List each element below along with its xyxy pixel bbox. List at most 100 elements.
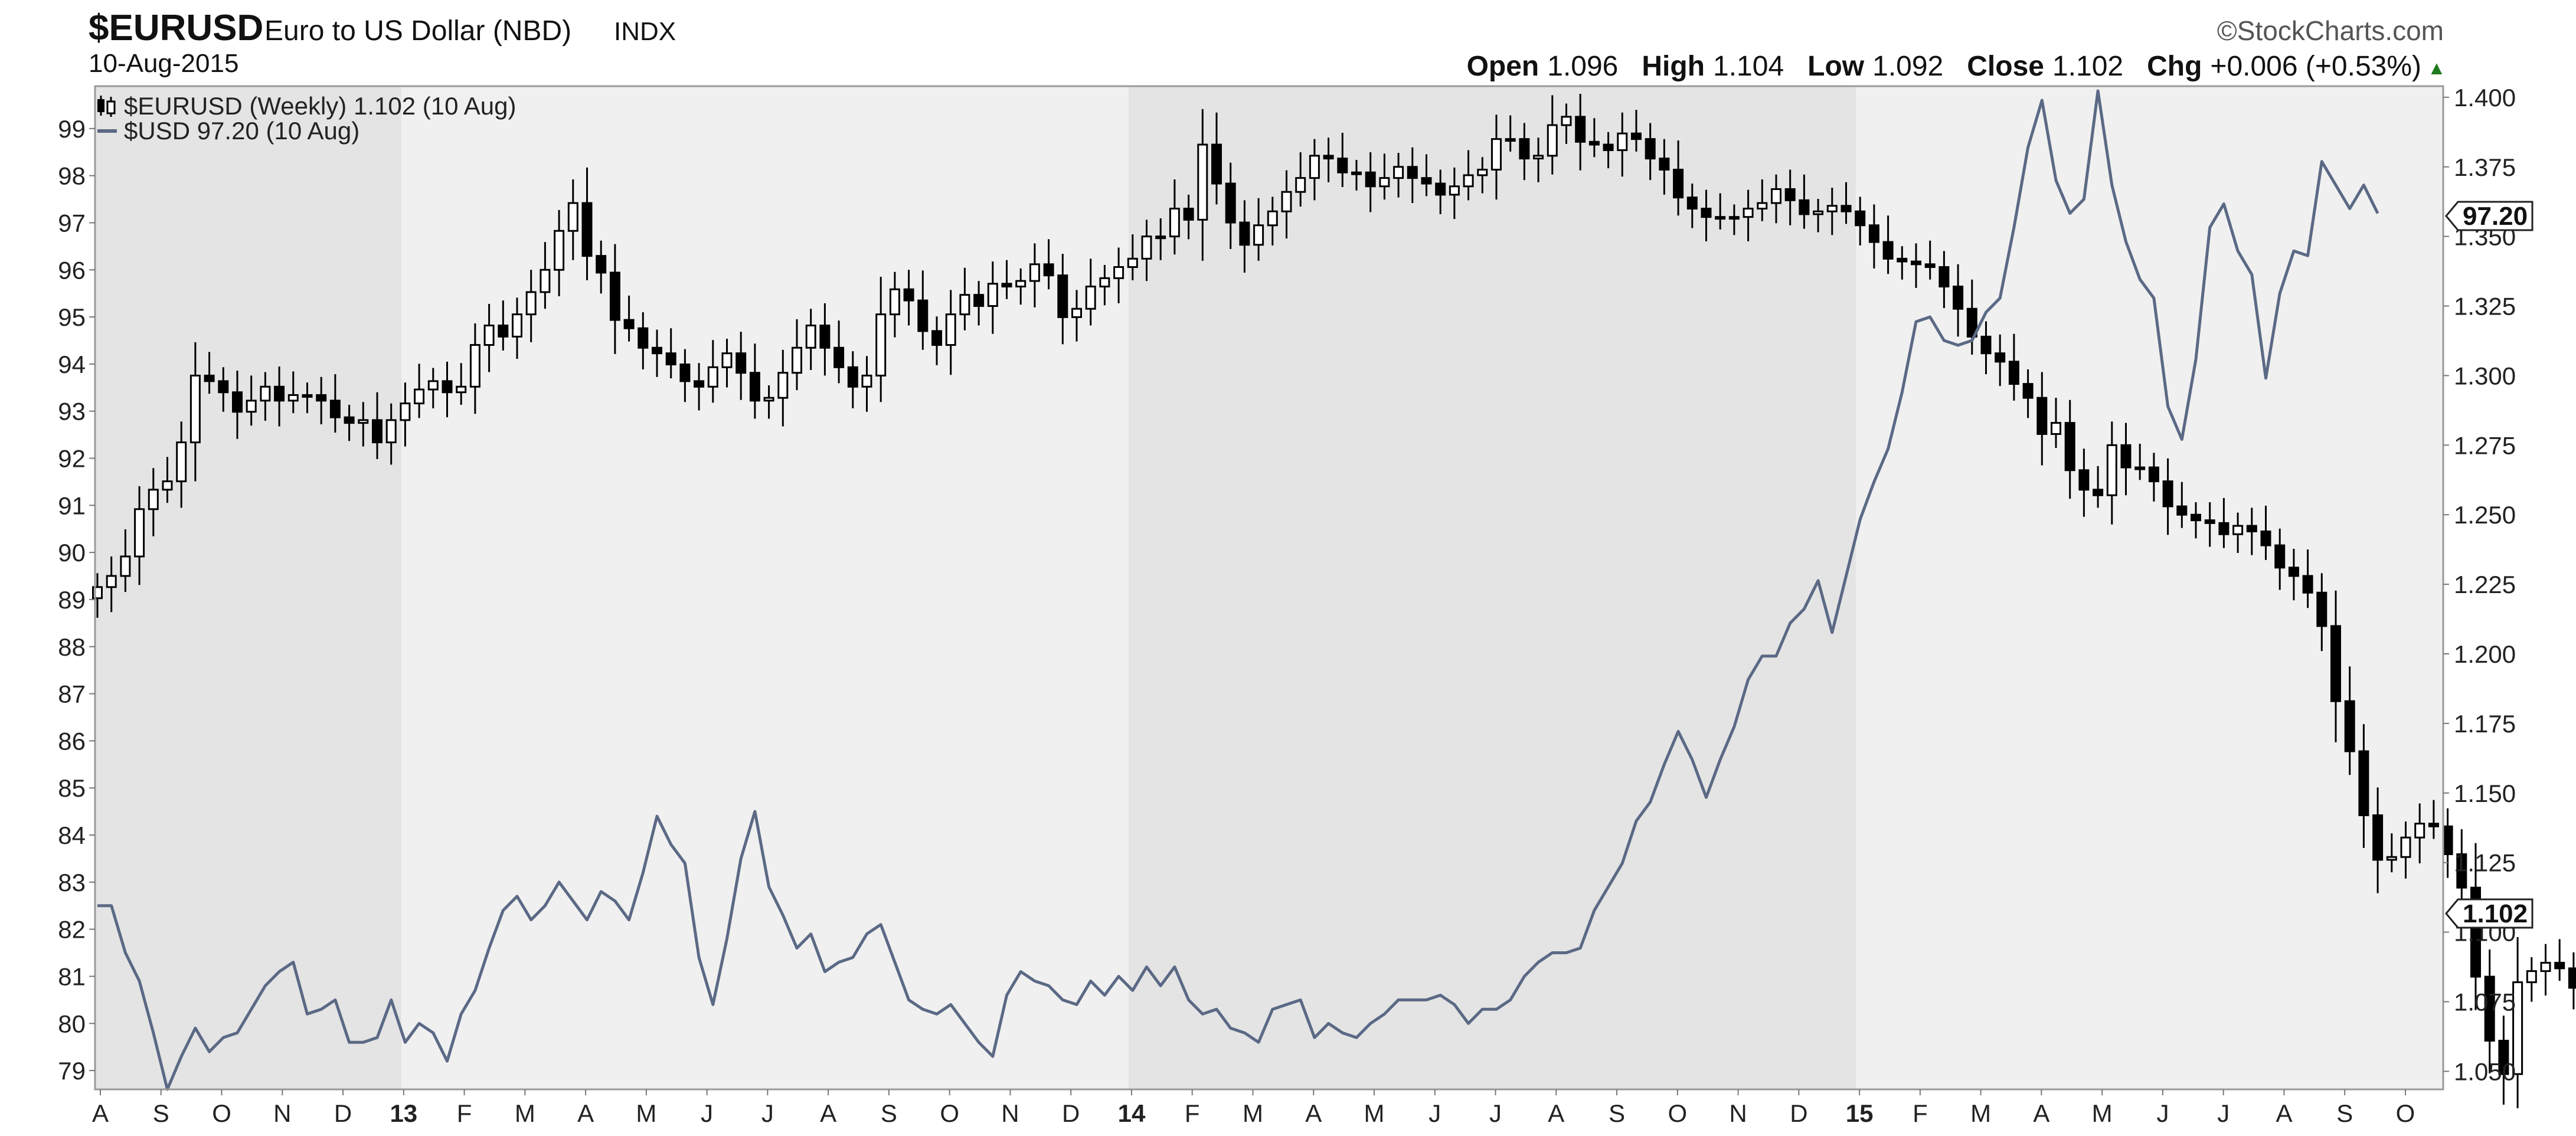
close-label: Close: [1967, 51, 2044, 82]
candle-body-down: [1926, 264, 1934, 267]
x-axis-tick-label: M: [2092, 1099, 2113, 1127]
left-axis-tick-label: 96: [58, 256, 86, 284]
x-axis-tick-label: J: [2156, 1099, 2169, 1127]
candle-body-up: [806, 326, 815, 348]
candle-body-down: [443, 381, 452, 392]
candle-body-up: [1254, 225, 1263, 245]
candle-body-down: [597, 256, 606, 273]
candle-body-up: [708, 367, 717, 387]
x-axis-tick-label: 13: [390, 1099, 417, 1127]
candle-body-down: [1226, 184, 1235, 222]
candle-body-up: [1128, 258, 1137, 267]
x-axis-tick-label: D: [1062, 1099, 1080, 1127]
candle-body-up: [1772, 189, 1781, 203]
candle-body-up: [1310, 156, 1319, 178]
candle-body-down: [1044, 264, 1053, 276]
candle-body-down: [1786, 189, 1794, 200]
x-axis-tick-label: A: [577, 1099, 594, 1127]
candle-body-down: [2317, 592, 2326, 626]
candle-body-up: [1100, 278, 1109, 286]
candle-body-down: [2261, 532, 2270, 546]
candle-body-down: [317, 395, 326, 400]
candle-body-down: [1002, 284, 1011, 287]
candle-body-up: [1016, 281, 1025, 286]
candle-body-up: [555, 231, 564, 270]
candle-body-down: [681, 365, 689, 381]
right-axis-tick-label: 1.150: [2454, 780, 2516, 807]
candle-body-down: [1912, 261, 1921, 264]
candle-body-up: [1394, 167, 1403, 178]
candle-body-up: [289, 395, 298, 400]
candle-body-down: [2023, 384, 2032, 398]
x-axis-tick-label: J: [1489, 1099, 1502, 1127]
left-axis-tick-label: 95: [58, 303, 86, 331]
candle-body-down: [1884, 242, 1892, 258]
candle-body-up: [1478, 169, 1487, 175]
candle-body-up: [568, 203, 577, 231]
x-axis-tick-label: A: [1548, 1099, 1564, 1127]
candle-body-down: [275, 387, 284, 401]
candle-body-down: [373, 420, 382, 443]
candle-body-up: [1506, 139, 1515, 141]
candle-body-up: [470, 345, 479, 387]
legend-eurusd: $EURUSD (Weekly) 1.102 (10 Aug): [124, 92, 516, 120]
right-axis-tick-label: 1.125: [2454, 849, 2516, 877]
x-axis-tick-label: A: [2033, 1099, 2049, 1127]
candle-body-up: [135, 509, 144, 556]
x-axis-tick-label: A: [820, 1099, 836, 1127]
plot-band-2013: [401, 86, 1129, 1089]
right-price-tag: 1.102: [2446, 899, 2532, 928]
candle-body-up: [1534, 156, 1543, 159]
candle-body-down: [2247, 526, 2256, 531]
candle-body-down: [1632, 133, 1641, 139]
candle-body-up: [1730, 217, 1738, 219]
right-axis-tick-label: 1.375: [2454, 153, 2516, 181]
x-axis-tick-label: F: [457, 1099, 472, 1127]
candle-body-up: [1744, 208, 1753, 217]
candle-body-down: [2163, 482, 2172, 506]
candle-body-up: [1282, 192, 1291, 211]
candle-body-down: [205, 375, 214, 381]
candle-body-up: [527, 292, 535, 315]
candle-body-down: [2219, 523, 2228, 534]
candle-body-down: [1646, 139, 1655, 159]
candle-body-up: [764, 398, 773, 401]
x-axis-tick-label: S: [1609, 1099, 1625, 1127]
candle-body-down: [2303, 576, 2312, 592]
candle-body-down: [695, 381, 704, 387]
left-axis-tick-label: 89: [58, 586, 86, 614]
candle-body-up: [2107, 445, 2116, 495]
candle-body-up: [877, 315, 885, 376]
left-axis-tick-label: 99: [58, 115, 86, 143]
candle-body-down: [625, 320, 633, 328]
left-price-tag-value: 97.20: [2463, 202, 2528, 231]
candle-body-down: [1674, 169, 1683, 197]
x-axis-tick-label: D: [334, 1099, 352, 1127]
chg-value: +0.006 (+0.53%): [2210, 51, 2421, 82]
plot-band-2014: [1129, 86, 1856, 1089]
candle-body-up: [1296, 178, 1305, 192]
x-axis-tick-label: A: [1305, 1099, 1322, 1127]
candle-body-down: [2065, 423, 2074, 470]
candle-body-down: [2332, 626, 2340, 701]
candle-body-up: [107, 576, 116, 587]
x-axis-tick-label: M: [636, 1099, 656, 1127]
candle-body-down: [1996, 353, 2005, 362]
x-axis-tick-label: A: [2276, 1099, 2292, 1127]
candle-body-up: [1716, 217, 1725, 219]
left-axis-tick-label: 86: [58, 727, 86, 755]
x-axis-tick-label: S: [153, 1099, 169, 1127]
candle-body-up: [1548, 125, 1557, 156]
candle-body-down: [835, 348, 844, 367]
candle-body-down: [1422, 178, 1431, 184]
candle-body-down: [1576, 117, 1585, 142]
candle-body-down: [1366, 172, 1375, 186]
candle-body-down: [2276, 545, 2284, 568]
left-axis-tick-label: 90: [58, 539, 86, 567]
plot-band-2015: [1856, 86, 2443, 1089]
candle-body-up: [890, 289, 899, 314]
x-axis-tick-label: O: [940, 1099, 959, 1127]
candle-body-down: [904, 289, 913, 300]
x-axis-tick-label: S: [881, 1099, 897, 1127]
candle-body-up: [1073, 309, 1081, 317]
